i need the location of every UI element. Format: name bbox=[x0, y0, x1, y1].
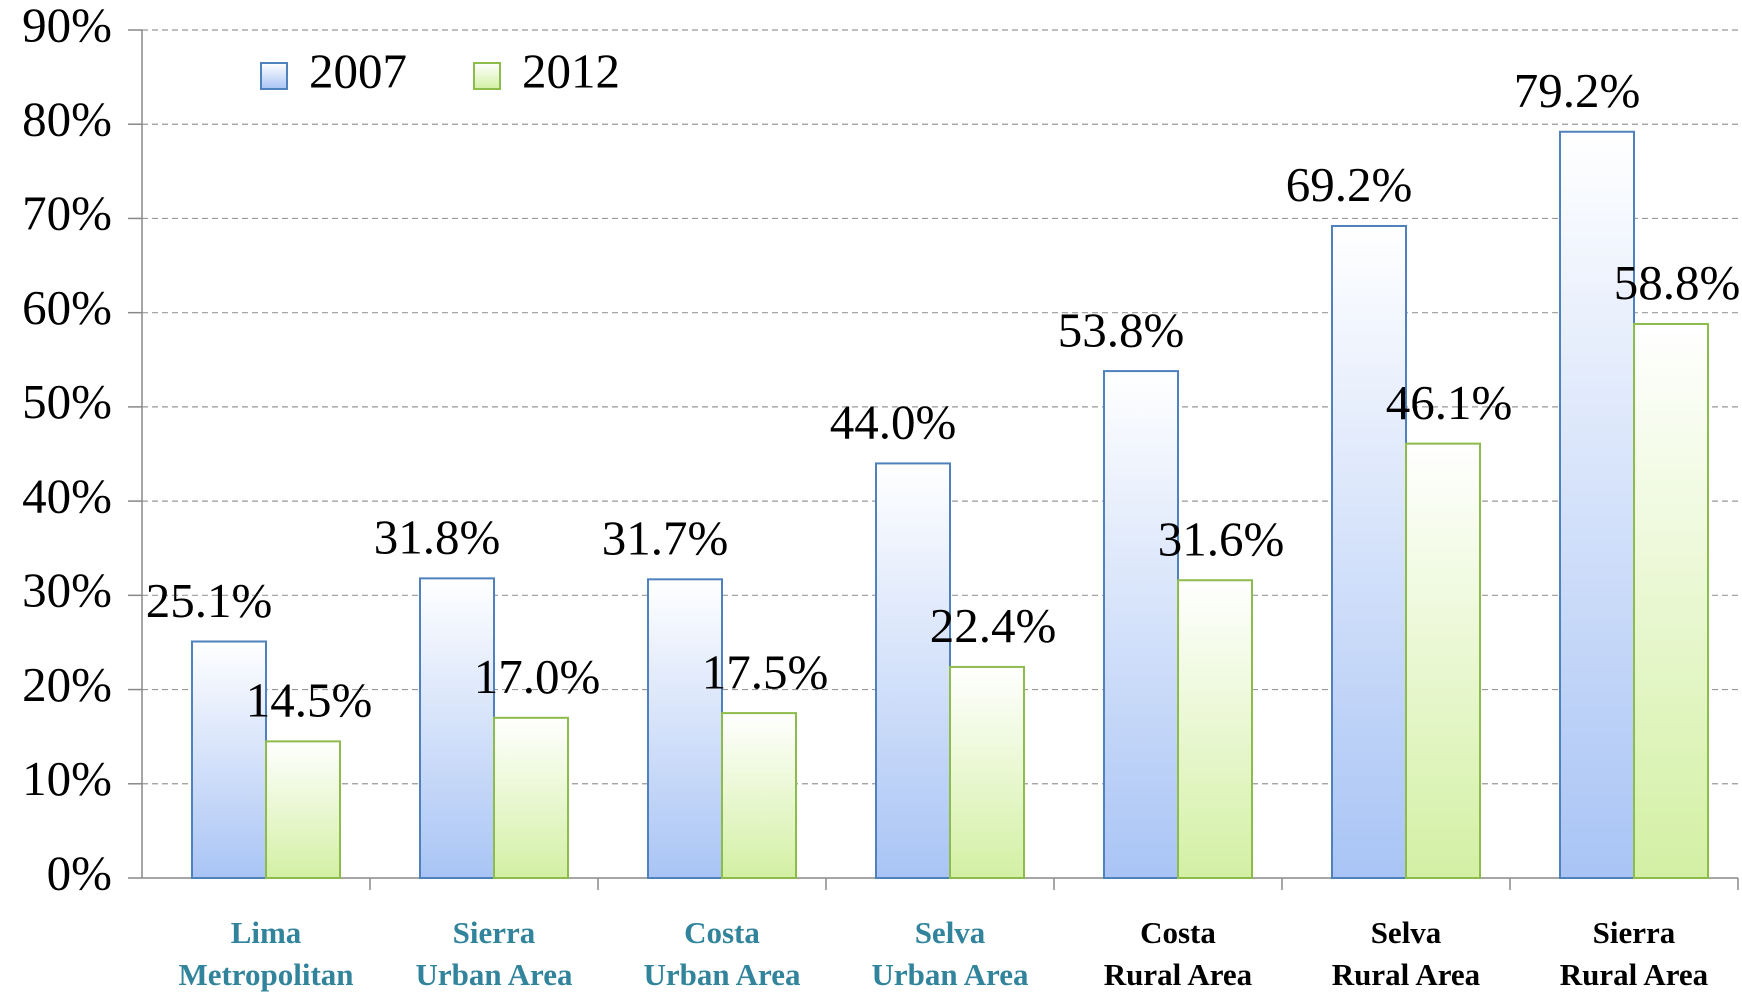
value-label: 46.1% bbox=[1386, 375, 1513, 430]
y-tick-label: 20% bbox=[22, 657, 112, 712]
x-tick-label: Sierra bbox=[1593, 915, 1676, 950]
legend-label: 2012 bbox=[522, 43, 620, 98]
value-label: 31.8% bbox=[374, 510, 501, 565]
bar bbox=[1331, 224, 1407, 879]
value-label: 31.7% bbox=[602, 511, 729, 566]
value-label: 79.2% bbox=[1514, 63, 1641, 118]
x-tick-label: Rural Area bbox=[1104, 957, 1253, 992]
value-label: 17.5% bbox=[702, 644, 829, 699]
legend-label: 2007 bbox=[309, 43, 407, 98]
legend-swatch bbox=[260, 62, 288, 90]
bar bbox=[949, 665, 1025, 879]
x-tick-label: Costa bbox=[1140, 915, 1216, 950]
bar bbox=[1559, 130, 1635, 879]
x-tick-label: Urban Area bbox=[415, 957, 573, 992]
bar bbox=[721, 712, 797, 879]
y-tick-label: 50% bbox=[22, 374, 112, 429]
bar bbox=[493, 716, 569, 879]
x-tick-label: Urban Area bbox=[643, 957, 801, 992]
bar bbox=[265, 740, 341, 880]
x-tick-label: Metropolitan bbox=[178, 957, 353, 992]
value-label: 44.0% bbox=[830, 395, 957, 450]
x-tick-label: Rural Area bbox=[1332, 957, 1481, 992]
y-tick-label: 90% bbox=[22, 0, 112, 52]
bar bbox=[1103, 370, 1179, 879]
bar bbox=[875, 462, 951, 879]
x-tick-label: Selva bbox=[915, 915, 986, 950]
x-tick-label: Urban Area bbox=[871, 957, 1029, 992]
x-tick-label: Sierra bbox=[453, 915, 536, 950]
value-label: 58.8% bbox=[1614, 255, 1741, 310]
y-tick-label: 40% bbox=[22, 468, 112, 523]
x-tick-label: Selva bbox=[1371, 915, 1442, 950]
bar bbox=[1405, 442, 1481, 879]
x-tick-label: Costa bbox=[684, 915, 760, 950]
y-tick-label: 30% bbox=[22, 563, 112, 618]
value-label: 22.4% bbox=[930, 598, 1057, 653]
x-tick-label: Lima bbox=[231, 915, 302, 950]
value-label: 69.2% bbox=[1286, 157, 1413, 212]
value-label: 53.8% bbox=[1058, 302, 1185, 357]
y-tick-label: 10% bbox=[22, 751, 112, 806]
bar bbox=[647, 578, 723, 879]
y-tick-label: 60% bbox=[22, 280, 112, 335]
legend-swatch bbox=[473, 62, 501, 90]
x-tick-label: Rural Area bbox=[1560, 957, 1709, 992]
y-tick-label: 80% bbox=[22, 91, 112, 146]
bar bbox=[1177, 579, 1253, 879]
bar bbox=[419, 577, 495, 880]
value-label: 25.1% bbox=[146, 573, 273, 628]
value-label: 17.0% bbox=[474, 649, 601, 704]
value-label: 14.5% bbox=[246, 673, 373, 728]
y-tick-label: 0% bbox=[47, 845, 112, 900]
y-tick-label: 70% bbox=[22, 186, 112, 241]
bar bbox=[1633, 322, 1709, 879]
value-label: 31.6% bbox=[1158, 512, 1285, 567]
bar bbox=[191, 640, 267, 879]
